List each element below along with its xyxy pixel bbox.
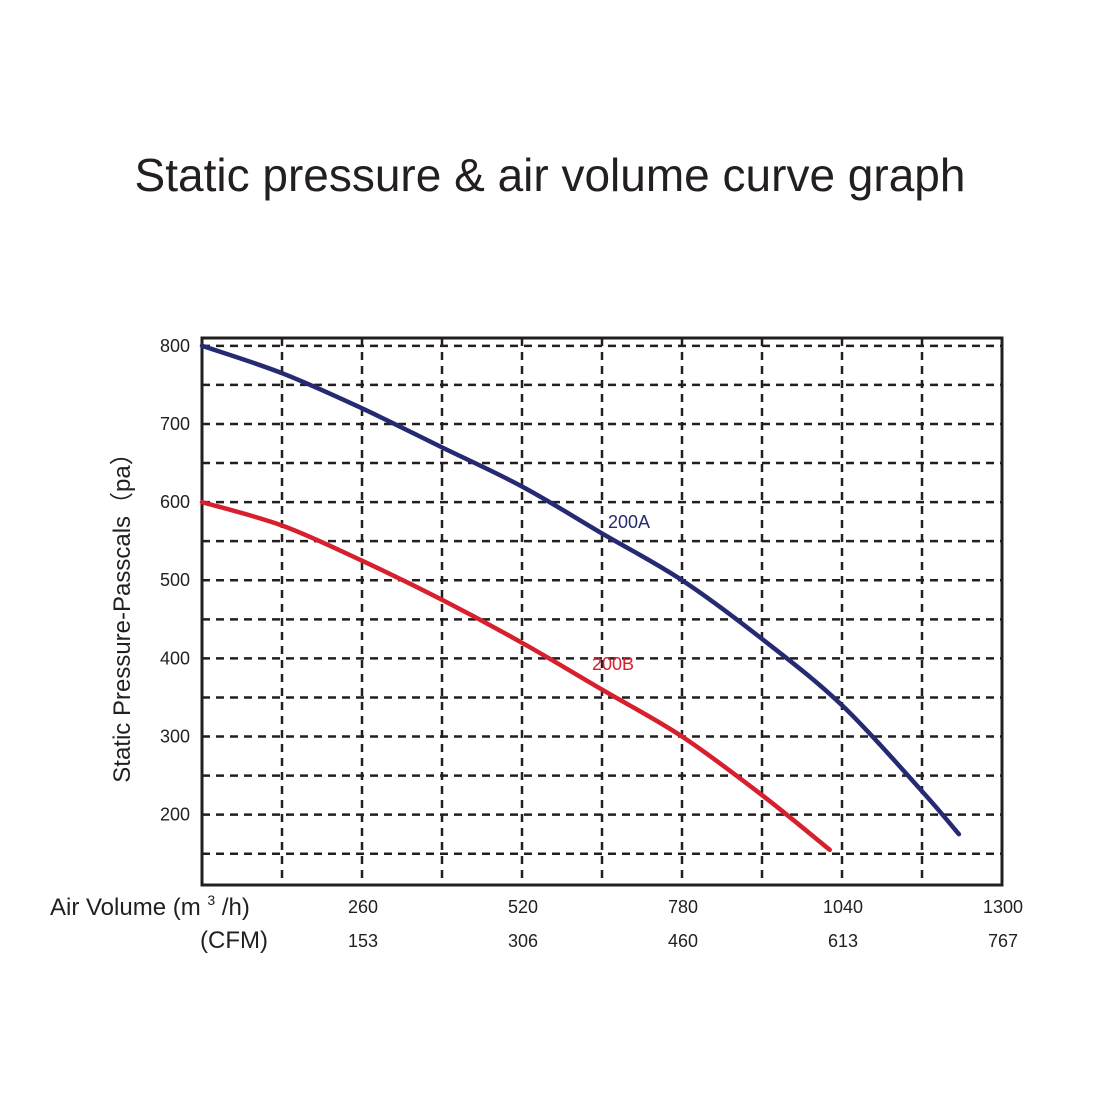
y-tick-label: 300: [160, 727, 190, 747]
y-tick-label: 500: [160, 570, 190, 590]
x-tick-label: 1040: [823, 897, 863, 917]
y-tick-label: 800: [160, 336, 190, 356]
x-tick-label: 780: [668, 897, 698, 917]
cfm-tick-label: 767: [988, 931, 1018, 951]
x-axis-secondary-title: (CFM): [200, 927, 268, 954]
series-label-200a: 200A: [608, 512, 650, 532]
series-layer: 200A 200B: [199, 343, 962, 853]
y-tick-label: 600: [160, 492, 190, 512]
cfm-tick-label: 460: [668, 931, 698, 951]
x-axis-title-main: Air Volume: [50, 894, 166, 921]
y-tick-label: 400: [160, 648, 190, 668]
series-line-200a: [199, 343, 962, 837]
y-tick-labels: 800 700 600 500 400 300 200: [160, 336, 190, 825]
x-axis-unit-suffix: /h): [222, 894, 250, 921]
grid-lines: [202, 338, 1002, 885]
y-axis-title: Static Pressure-Passcals（pa）: [109, 441, 136, 782]
x-axis-unit-sup: 3: [207, 892, 215, 908]
x-tick-label: 520: [508, 897, 538, 917]
y-tick-label: 700: [160, 414, 190, 434]
x-tick-label: 260: [348, 897, 378, 917]
plot-frame: [200, 336, 1004, 887]
cfm-tick-label: 306: [508, 931, 538, 951]
series-line-200b: [199, 499, 832, 853]
y-tick-label: 200: [160, 805, 190, 825]
cfm-tick-label: 153: [348, 931, 378, 951]
x-tick-labels: 260 520 780 1040 1300: [348, 897, 1023, 917]
chart-title: Static pressure & air volume curve graph: [134, 149, 966, 201]
series-label-200b: 200B: [592, 654, 634, 674]
x-axis-unit-prefix: (m: [173, 894, 201, 921]
x-tick-label: 1300: [983, 897, 1023, 917]
cfm-tick-labels: 153 306 460 613 767: [348, 931, 1018, 951]
x-axis-title: Air Volume (m 3 /h): [50, 884, 250, 921]
cfm-tick-label: 613: [828, 931, 858, 951]
